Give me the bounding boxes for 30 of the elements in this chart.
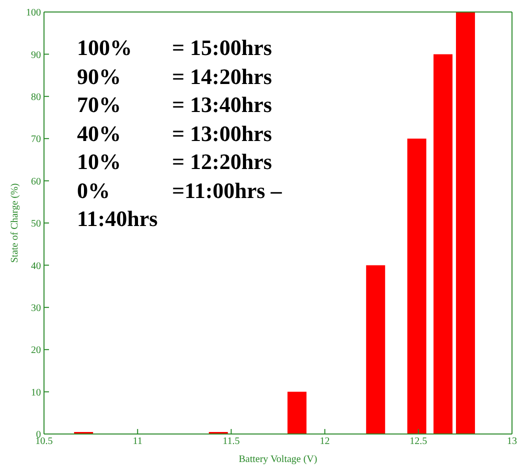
bar (434, 54, 453, 434)
x-tick-label: 12.5 (410, 436, 428, 448)
y-tick-label: 10 (31, 387, 41, 398)
text: 40% = 13:00hrs (77, 120, 272, 146)
y-axis-title: State of Charge (%) (10, 183, 21, 263)
x-tick-label: 11 (132, 436, 142, 448)
y-tick-label: 60 (31, 176, 41, 188)
x-axis-title: Battery Voltage (V) (238, 454, 318, 465)
x-tick-label: 11.5 (222, 436, 240, 448)
x-tick-label: 12 (320, 436, 330, 448)
annotation: 11:40hrs (77, 205, 158, 233)
text: 0% =11:00hrs – (77, 178, 282, 202)
y-tick-label: 70 (31, 134, 41, 146)
text: 10% = 12:20hrs (77, 149, 272, 174)
y-tick-label: 100 (26, 8, 41, 19)
x-tick-label: 10.5 (35, 436, 53, 448)
bar (456, 12, 475, 434)
bar (287, 392, 306, 434)
y-tick-label: 30 (31, 302, 41, 314)
y-tick-label: 90 (31, 50, 41, 61)
y-tick-label: 50 (31, 218, 41, 230)
y-tick-label: 40 (31, 260, 41, 272)
text: 70% = 13:40hrs (77, 92, 272, 117)
text: 90% = 14:20hrs (77, 64, 272, 88)
x-tick-label: 13 (507, 436, 517, 448)
text: 100% = 15:00hrs (77, 35, 272, 60)
y-tick-label: 80 (31, 92, 41, 103)
bar (366, 265, 386, 434)
y-tick-label: 20 (31, 345, 41, 356)
bar (407, 138, 426, 434)
